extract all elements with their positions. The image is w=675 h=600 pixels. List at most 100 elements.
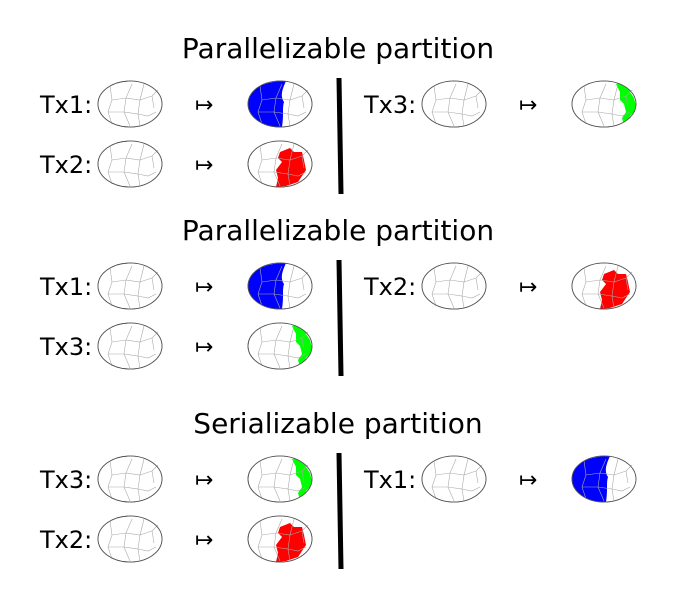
cell-line xyxy=(287,295,291,309)
cell-line xyxy=(151,337,155,351)
maps-to-arrow: ↦ xyxy=(519,468,537,493)
cell-line xyxy=(461,111,481,117)
cell-line xyxy=(123,353,131,369)
cell-line xyxy=(611,293,631,299)
cell-line xyxy=(137,295,141,309)
after-state-oval xyxy=(247,455,313,503)
cell-line xyxy=(287,173,291,187)
cell-line xyxy=(289,89,309,101)
cell-line xyxy=(137,486,157,492)
before-state-oval xyxy=(97,322,163,370)
before-state-oval xyxy=(421,455,487,503)
cell-line xyxy=(139,331,159,343)
cell-line xyxy=(257,327,263,367)
cell-line xyxy=(273,353,281,369)
cell-line xyxy=(287,171,307,177)
cell-line xyxy=(461,113,465,127)
cell-line xyxy=(447,293,455,309)
cell-line xyxy=(139,524,159,536)
cell-line xyxy=(137,113,141,127)
maps-to-arrow: ↦ xyxy=(195,93,213,118)
cell-line xyxy=(289,271,309,283)
cell-line xyxy=(301,95,305,109)
section-title: Parallelizable partition xyxy=(182,32,494,65)
cell-line xyxy=(289,464,309,476)
tx-label: Tx3: xyxy=(39,333,92,361)
tx-label: Tx1: xyxy=(39,273,92,301)
cell-line xyxy=(139,149,159,161)
after-state-oval xyxy=(247,322,313,370)
after-state-oval xyxy=(247,262,313,310)
cell-line xyxy=(137,173,141,187)
cell-line xyxy=(301,155,305,169)
cell-line xyxy=(613,89,633,101)
cell-line xyxy=(273,171,281,187)
cell-line xyxy=(137,353,157,359)
after-state-oval xyxy=(247,80,313,128)
cell-line xyxy=(273,111,281,127)
cell-line xyxy=(257,520,263,560)
tx1-region xyxy=(248,263,286,309)
cell-line xyxy=(107,460,113,500)
cell-line xyxy=(287,486,307,492)
cell-line xyxy=(137,171,157,177)
before-state-oval xyxy=(97,80,163,128)
cell-line xyxy=(301,277,305,291)
cell-line xyxy=(461,488,465,502)
maps-to-arrow: ↦ xyxy=(195,335,213,360)
section-title: Parallelizable partition xyxy=(182,214,494,247)
cell-line xyxy=(475,95,479,109)
cell-line xyxy=(137,293,157,299)
partition-divider xyxy=(336,259,344,377)
cell-line xyxy=(611,488,615,502)
cell-line xyxy=(625,470,629,484)
cell-line xyxy=(581,85,587,125)
cell-line xyxy=(123,546,131,562)
tx3-region xyxy=(292,324,312,367)
tx1-region xyxy=(248,81,286,127)
maps-to-arrow: ↦ xyxy=(195,528,213,553)
before-state-oval xyxy=(421,80,487,128)
tx-label: Tx1: xyxy=(363,466,416,494)
cell-line xyxy=(123,111,131,127)
maps-to-arrow: ↦ xyxy=(195,468,213,493)
cell-line xyxy=(431,460,437,500)
cell-line xyxy=(151,470,155,484)
cell-line xyxy=(461,295,465,309)
cell-line xyxy=(463,271,483,283)
cell-line xyxy=(107,267,113,307)
cell-line xyxy=(137,111,157,117)
cell-line xyxy=(287,488,291,502)
tx-label: Tx2: xyxy=(39,526,92,554)
cell-line xyxy=(289,331,309,343)
cell-line xyxy=(137,548,141,562)
cell-line xyxy=(301,337,305,351)
cell-line xyxy=(273,293,281,309)
tx2-region xyxy=(276,523,306,562)
cell-line xyxy=(287,111,307,117)
cell-line xyxy=(287,355,291,369)
after-state-oval xyxy=(571,262,637,310)
tx-label: Tx3: xyxy=(363,91,416,119)
cell-line xyxy=(151,277,155,291)
cell-line xyxy=(461,293,481,299)
partition-divider xyxy=(336,452,344,570)
cell-line xyxy=(107,520,113,560)
section-title: Serializable partition xyxy=(193,407,482,440)
tx-label: Tx2: xyxy=(363,273,416,301)
cell-line xyxy=(123,293,131,309)
cell-line xyxy=(257,267,263,307)
cell-line xyxy=(625,95,629,109)
before-state-oval xyxy=(97,262,163,310)
cell-line xyxy=(613,464,633,476)
cell-line xyxy=(137,488,141,502)
cell-line xyxy=(139,464,159,476)
cell-line xyxy=(107,145,113,185)
maps-to-arrow: ↦ xyxy=(195,275,213,300)
tx3-region xyxy=(292,457,312,500)
cell-line xyxy=(139,89,159,101)
cell-line xyxy=(581,460,587,500)
cell-line xyxy=(611,486,631,492)
cell-line xyxy=(273,486,281,502)
